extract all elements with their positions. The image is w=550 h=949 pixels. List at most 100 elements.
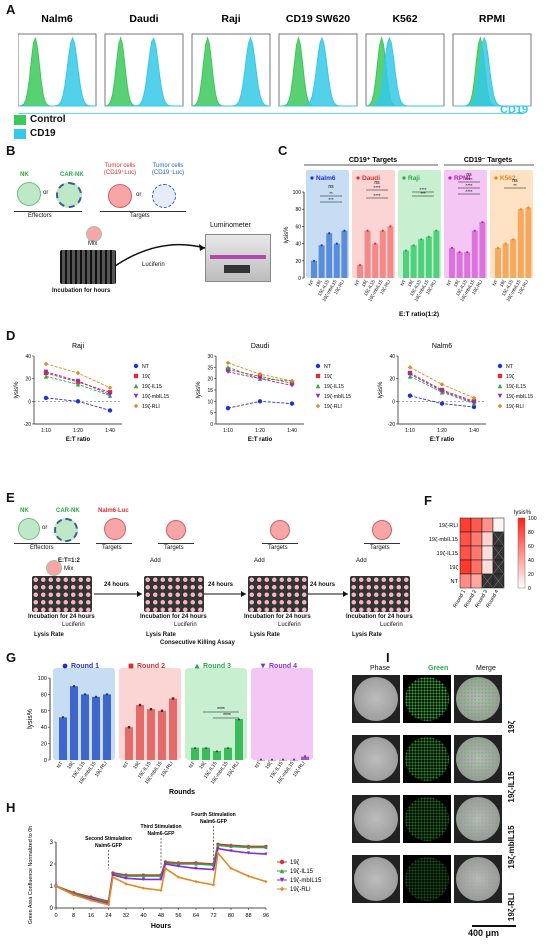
g-bar-2-1 [202, 747, 210, 760]
e-arrow-3 [308, 591, 348, 597]
d-ytick-label-2-3: -20 [388, 422, 395, 428]
plate-3 [248, 576, 308, 612]
d-legend-marker-2-2 [497, 383, 503, 389]
g-point-0-2 [83, 693, 87, 696]
f-scale-title: lysis% [514, 510, 532, 516]
panel-label-f: F [424, 493, 432, 508]
h-xtick-label-8: 64 [193, 913, 199, 919]
g-point-3-1 [270, 758, 274, 762]
g-xtick-3-1: 19ζ [264, 760, 274, 770]
e-nk-label: NK [20, 508, 29, 514]
d-xtick-2-0: 1:10 [405, 428, 415, 434]
c-point-3-1 [458, 251, 461, 254]
d-legend-label-2-4: 19ζ-RLI [506, 404, 524, 410]
g-group-bg-2 [185, 668, 247, 760]
g-point-0-0 [61, 716, 65, 719]
green-well [405, 677, 449, 721]
cd19-axis-label: CD19 [500, 104, 529, 116]
h-point-1-6 [141, 874, 146, 878]
c-bar-0-0 [311, 260, 317, 278]
d-point-2-4-0 [407, 365, 413, 370]
luminometer-slot [224, 265, 250, 273]
d-legend-marker-0-4 [133, 403, 139, 409]
d-ytick-label-1-5: 5 [210, 411, 213, 417]
e-targets-label-3: Targets [268, 545, 288, 551]
c-point-0-4 [343, 229, 346, 232]
d-point-0-3-2 [107, 392, 113, 397]
micro-row-label-1: 19ζ-IL15 [507, 771, 516, 803]
h-stim-label-2: Fourth Stimulation [191, 812, 235, 818]
h-point-2-4 [111, 873, 115, 877]
d-legend-label-2-0: NT [506, 364, 514, 370]
c-xtick-4-0: NT [491, 279, 498, 287]
car-nk-cell-icon [56, 182, 82, 208]
c-ns-2: ns [466, 172, 472, 178]
g-round-marker-3 [260, 663, 266, 669]
c-point-3-3 [473, 229, 476, 232]
d-xtick-1-2: 1:40 [287, 428, 297, 434]
d-point-0-4-0 [43, 361, 49, 367]
e-targets-line-3 [262, 543, 298, 544]
g-xlabel: Rounds [169, 789, 195, 796]
e-lysis-1: Lysis Rate [34, 632, 64, 638]
c-sig-9: ** [513, 183, 517, 188]
micro-image-1-1 [403, 735, 451, 783]
d-point-1-3-0 [225, 369, 231, 375]
e-lysis-3: Lysis Rate [250, 632, 280, 638]
green-well [405, 857, 449, 901]
d-point-0-0-0 [43, 395, 49, 401]
c-xtick-1-1: 19ζ [361, 279, 370, 288]
g-round-marker-2 [194, 663, 200, 669]
car-nk-label: CAR-NK [60, 172, 84, 178]
micro-image-1-2 [454, 735, 502, 783]
d-point-1-0-2 [289, 401, 295, 406]
c-xtick-3-1: 19ζ [453, 279, 462, 288]
targets-label: Targets [130, 213, 150, 219]
histogram-title-1: Daudi [129, 13, 158, 25]
g-sig-2: **** [223, 713, 231, 719]
merge-col-label: Merge [476, 665, 496, 672]
c-xtick-4-1: 19ζ [499, 279, 508, 288]
e-arrow-2 [204, 591, 246, 597]
c-bar-2-1 [410, 245, 417, 278]
luminometer-arrow [114, 243, 206, 267]
f-row-label-0: 19ζ-RLI [439, 523, 459, 529]
c-point-3-4 [481, 221, 484, 224]
d-legend-marker-2-0 [497, 363, 503, 369]
g-bar-1-4 [169, 698, 177, 760]
c-bar-1-2 [372, 243, 379, 278]
d-point-2-4-1 [439, 382, 445, 387]
e-mix-label: Mix [64, 566, 74, 572]
d-point-1-0-0 [225, 405, 231, 411]
h-xtick-label-7: 56 [175, 913, 181, 919]
d-ytick-label-0-0: 40 [25, 354, 31, 360]
f-cell-3-0 [459, 559, 472, 575]
f-scale-tick-2: 60 [528, 544, 534, 550]
d-point-1-4-0 [225, 360, 231, 365]
h-ytick-label-0: 3 [50, 840, 54, 846]
g-group-bg-3 [251, 668, 313, 760]
g-round-title-0: Round 1 [71, 663, 99, 670]
g-bar-1-0 [125, 727, 133, 760]
nk-cell-icon [17, 182, 41, 206]
h-stim-label-1: Third Stimulation [140, 824, 181, 830]
h-xtick-label-5: 40 [140, 913, 146, 919]
targets-line [100, 211, 186, 212]
histogram-row: Nalm6 Daudi Raji CD19 SW620 K562 RPMI [18, 13, 532, 114]
f-row-label-4: NT [451, 579, 459, 585]
add-target-icon-2 [270, 520, 290, 540]
phase-col-label: Phase [370, 665, 390, 672]
e-lysis-2: Lysis Rate [146, 632, 176, 638]
h-xtick-label-12: 96 [263, 913, 269, 919]
c-sig-1: *** [328, 197, 334, 202]
c-group-title-3: RPMI [454, 175, 470, 182]
d-legend-label-2-2: 19ζ-IL15 [506, 384, 526, 390]
c-xlabel: E:T ratio(1:2) [399, 311, 439, 318]
c-bar-3-3 [471, 230, 478, 278]
c-bar-3-0 [449, 247, 455, 278]
h-point-2-7 [159, 877, 163, 881]
d-legend-marker-2-1 [497, 373, 503, 379]
d-ytick-label-1-1: 25 [207, 365, 213, 371]
merge-well [456, 737, 500, 781]
